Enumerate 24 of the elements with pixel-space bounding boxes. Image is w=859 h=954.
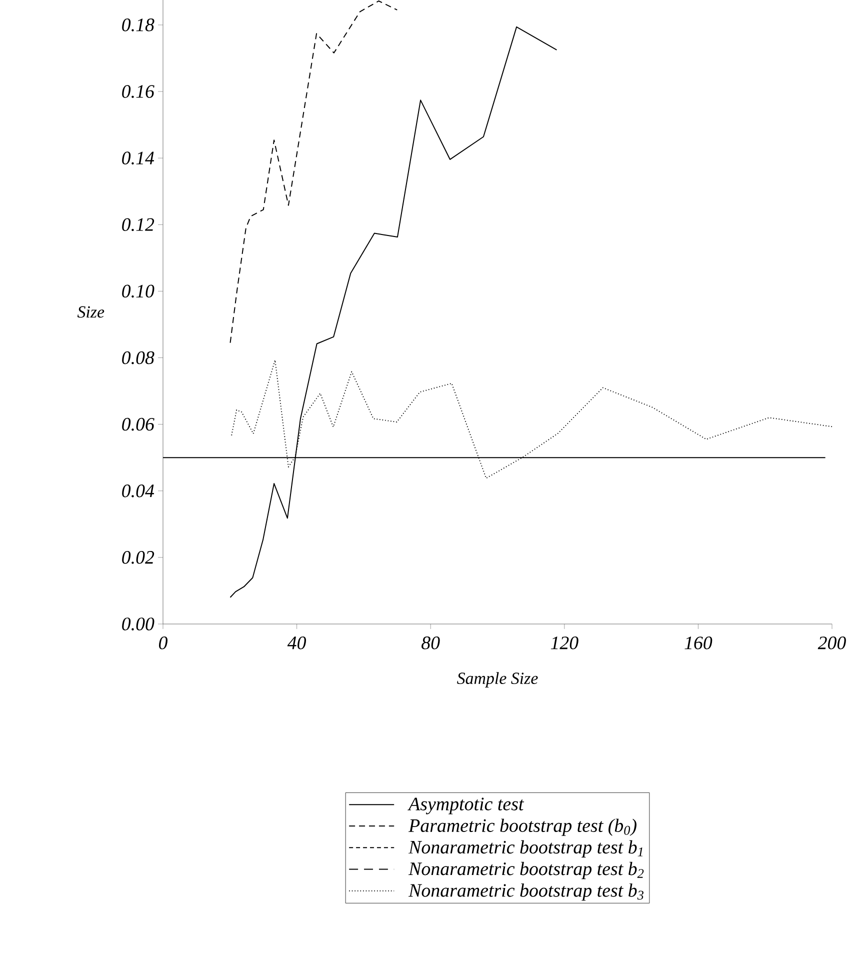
legend-label: Nonarametric bootstrap test b$_{1}$ (408, 840, 643, 858)
y-tick-label: 0.14 (122, 152, 154, 164)
y-tick-label: 0.00 (122, 618, 154, 630)
x-axis-title: Sample Size (457, 672, 538, 688)
legend-label: Nonarametric bootstrap test b$_{2}$ (408, 862, 644, 880)
y-tick-label: 0.18 (122, 18, 154, 32)
legend-label: Nonarametric bootstrap test b$_{3}$ (408, 884, 644, 901)
y-tick-label: 0.04 (122, 484, 154, 498)
x-tick-label: 160 (684, 636, 712, 650)
x-tick-label: 0 (159, 636, 168, 650)
legend-label: Asymptotic test (408, 798, 524, 814)
y-tick-label: 0.08 (122, 351, 154, 364)
legend-label: Parametric bootstrap test (b$_{0}$) (408, 818, 636, 836)
y-tick-label: 0.02 (122, 551, 154, 564)
y-axis-title: Size (77, 306, 104, 318)
x-tick-label: 40 (287, 636, 306, 650)
y-tick-label: 0.16 (122, 85, 154, 98)
y-tick-label: 0.12 (122, 218, 154, 232)
x-tick-label: 120 (550, 636, 578, 650)
y-tick-label: 0.06 (122, 418, 154, 431)
y-tick-label: 0.10 (122, 284, 154, 298)
line-series (230, 0, 398, 344)
x-tick-label: 200 (818, 636, 846, 650)
x-tick-label: 80 (422, 636, 440, 650)
